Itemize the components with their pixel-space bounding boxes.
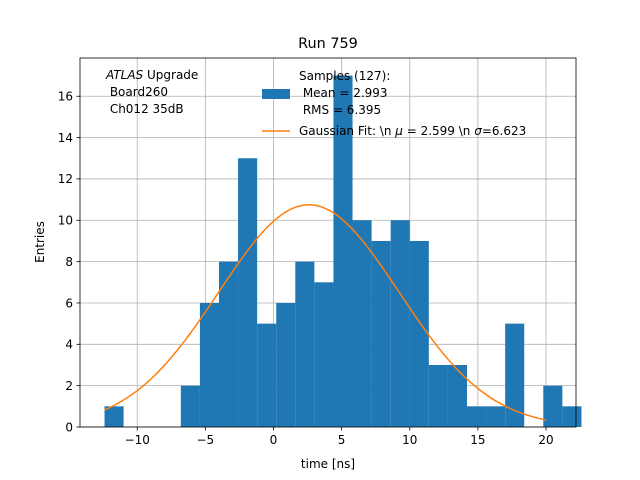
y-tick-label: 8 — [65, 255, 73, 269]
legend-fit-mu-symbol: μ — [394, 124, 403, 138]
histogram-bar — [543, 385, 563, 427]
histogram-bar — [238, 158, 258, 427]
histogram-bar — [104, 406, 124, 427]
y-axis-ticks: 0 2 4 6 8 10 12 14 16 — [58, 90, 80, 434]
legend: Samples (127): Mean = 2.993 RMS = 6.395 … — [262, 69, 526, 138]
chart-title: Run 759 — [298, 36, 358, 52]
x-axis-ticks: −10 −5 0 5 10 15 20 — [125, 427, 554, 447]
y-tick-label: 6 — [65, 296, 73, 310]
plot-area — [79, 57, 582, 428]
annotation-board: Board260 — [106, 85, 168, 99]
y-tick-label: 12 — [58, 172, 73, 186]
atlas-annotation: ATLAS Upgrade Board260 Ch012 35dB — [105, 68, 198, 116]
annotation-experiment-suffix: Upgrade — [143, 68, 198, 82]
legend-fit-sigma-symbol: σ — [474, 124, 482, 138]
x-axis-label: time [ns] — [301, 457, 355, 471]
y-tick-label: 10 — [58, 214, 73, 228]
y-tick-label: 0 — [65, 420, 73, 434]
histogram-bar — [390, 220, 410, 427]
histogram-bar — [428, 364, 448, 427]
x-tick-label: 0 — [270, 433, 278, 447]
x-tick-label: −10 — [125, 433, 150, 447]
y-tick-label: 4 — [65, 338, 73, 352]
annotation-line-1: ATLAS Upgrade — [105, 68, 198, 82]
histogram-bar — [352, 220, 372, 427]
histogram-bar — [486, 406, 506, 427]
histogram-bar — [447, 364, 467, 427]
legend-hist-line-3: RMS = 6.395 — [299, 103, 381, 117]
histogram-bar — [257, 323, 277, 427]
histogram-bar — [276, 302, 296, 427]
legend-fit-prefix: Gaussian Fit: \n — [299, 124, 395, 138]
legend-hist-swatch — [262, 89, 290, 99]
annotation-channel: Ch012 35dB — [106, 102, 184, 116]
gaussian-fit-curve — [104, 204, 547, 421]
y-tick-label: 16 — [58, 90, 73, 104]
legend-hist-line-2: Mean = 2.993 — [299, 86, 388, 100]
histogram-bar — [371, 240, 391, 427]
y-axis-label: Entries — [33, 221, 47, 263]
y-tick-label: 2 — [65, 379, 73, 393]
annotation-experiment: ATLAS — [105, 68, 144, 82]
x-tick-label: 10 — [402, 433, 417, 447]
x-tick-label: −5 — [197, 433, 215, 447]
x-tick-label: 15 — [470, 433, 485, 447]
histogram-bar — [199, 302, 219, 427]
legend-fit-mu-value: = 2.599 \n — [403, 124, 474, 138]
y-tick-label: 14 — [58, 131, 73, 145]
histogram-bar — [562, 406, 582, 427]
legend-fit-label: Gaussian Fit: \n μ = 2.599 \n σ=6.623 — [299, 124, 526, 138]
histogram-bars — [104, 75, 582, 428]
x-tick-label: 20 — [538, 433, 553, 447]
histogram-bar — [314, 282, 334, 427]
histogram-bar — [180, 385, 200, 427]
histogram-bar — [466, 406, 487, 427]
plot-frame — [79, 57, 577, 428]
x-tick-label: 5 — [338, 433, 346, 447]
histogram-bar — [333, 75, 353, 428]
histogram-bar — [505, 323, 525, 427]
legend-hist-line-1: Samples (127): — [299, 69, 390, 83]
histogram-bar — [295, 261, 315, 427]
legend-fit-sigma-value: =6.623 — [482, 124, 526, 138]
histogram-bar — [409, 240, 429, 427]
histogram-bar — [218, 261, 239, 427]
